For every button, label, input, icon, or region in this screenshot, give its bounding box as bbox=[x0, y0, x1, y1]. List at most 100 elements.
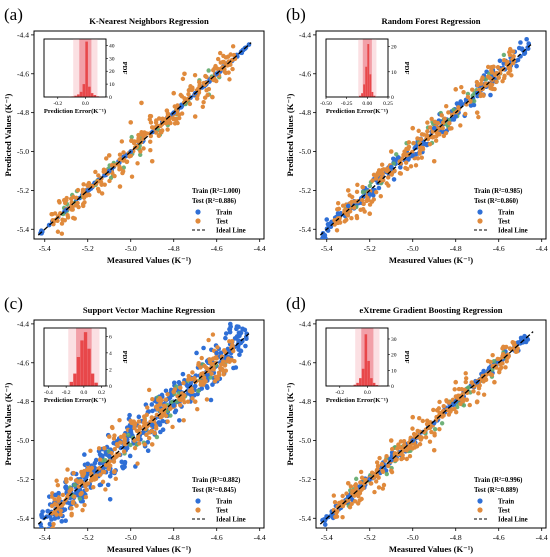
test-point bbox=[407, 453, 413, 459]
test-point bbox=[495, 356, 500, 362]
test-point bbox=[334, 510, 339, 516]
inset-y-tick-label: 4 bbox=[109, 351, 112, 357]
test-point bbox=[96, 189, 102, 194]
train-point bbox=[159, 392, 165, 398]
test-point bbox=[117, 184, 123, 189]
test-point bbox=[490, 352, 495, 358]
test-point bbox=[344, 491, 349, 496]
test-point bbox=[353, 199, 358, 204]
inset-y-label: PDF bbox=[121, 62, 128, 75]
overlap-point bbox=[128, 442, 133, 448]
test-point bbox=[403, 160, 409, 165]
overlap-point bbox=[196, 388, 201, 394]
legend-ideal-label: Ideal Line bbox=[498, 517, 528, 524]
test-point bbox=[349, 199, 355, 205]
test-point bbox=[485, 64, 491, 70]
train-point bbox=[468, 103, 474, 108]
test-point bbox=[181, 418, 186, 423]
test-point bbox=[138, 149, 143, 154]
test-point bbox=[144, 412, 149, 418]
y-tick-label: -5.4 bbox=[299, 514, 311, 523]
test-point bbox=[348, 484, 354, 489]
test-point bbox=[446, 110, 451, 115]
test-point bbox=[216, 372, 222, 378]
test-point bbox=[117, 417, 122, 423]
test-point bbox=[59, 221, 65, 226]
train-point bbox=[59, 519, 65, 524]
test-point bbox=[137, 441, 142, 446]
test-point bbox=[196, 360, 201, 366]
test-point bbox=[335, 201, 341, 206]
test-point bbox=[54, 512, 59, 517]
test-point bbox=[135, 161, 140, 166]
train-point bbox=[145, 448, 151, 453]
test-point bbox=[117, 164, 122, 169]
panel-letter: (c) bbox=[4, 294, 23, 313]
test-point bbox=[334, 228, 340, 233]
test-point bbox=[85, 467, 91, 472]
test-metric: Test (R²=0.860) bbox=[474, 198, 518, 205]
legend-train-marker bbox=[195, 498, 201, 504]
overlap-point bbox=[501, 52, 507, 58]
hist-bar bbox=[87, 348, 91, 386]
test-point bbox=[427, 141, 433, 147]
test-point bbox=[349, 501, 354, 507]
test-point bbox=[99, 191, 105, 196]
test-point bbox=[164, 120, 169, 126]
test-point bbox=[369, 199, 375, 204]
train-point bbox=[53, 492, 58, 498]
test-point bbox=[176, 112, 182, 117]
ideal-line bbox=[319, 42, 534, 236]
y-tick-label: -4.8 bbox=[299, 108, 311, 117]
train-point bbox=[149, 422, 155, 428]
test-point bbox=[416, 128, 421, 134]
y-tick-label: -4.4 bbox=[17, 319, 29, 328]
test-point bbox=[378, 194, 383, 199]
test-point bbox=[465, 94, 471, 100]
test-point bbox=[347, 193, 352, 198]
train-point bbox=[188, 381, 193, 387]
test-point bbox=[414, 444, 420, 449]
test-point bbox=[340, 515, 345, 520]
test-point bbox=[372, 489, 377, 495]
test-point bbox=[351, 205, 357, 210]
overlap-point bbox=[461, 403, 467, 408]
train-point bbox=[481, 368, 486, 374]
test-point bbox=[81, 203, 86, 209]
overlap-point bbox=[439, 421, 445, 426]
test-point bbox=[94, 473, 99, 478]
overlap-point bbox=[465, 91, 471, 97]
test-point bbox=[88, 448, 93, 453]
train-point bbox=[62, 507, 68, 512]
inset-y-label: PDF bbox=[403, 62, 410, 75]
test-point bbox=[144, 131, 149, 136]
test-point bbox=[59, 231, 65, 236]
test-point bbox=[459, 84, 464, 90]
test-point bbox=[340, 203, 346, 208]
test-point bbox=[365, 196, 370, 201]
x-axis-label: Measured Values (K⁻¹) bbox=[107, 544, 191, 554]
overlap-point bbox=[168, 413, 173, 418]
test-point bbox=[406, 140, 412, 145]
test-point bbox=[386, 183, 391, 188]
test-point bbox=[55, 483, 61, 488]
test-point bbox=[389, 446, 395, 452]
test-point bbox=[171, 90, 177, 96]
test-point bbox=[215, 345, 220, 350]
test-point bbox=[380, 469, 386, 474]
test-point bbox=[104, 156, 109, 161]
train-point bbox=[398, 165, 403, 170]
test-point bbox=[333, 514, 338, 520]
chart-title: K-Nearest Neighbors Regression bbox=[89, 16, 209, 26]
test-point bbox=[345, 480, 351, 486]
train-point bbox=[458, 99, 463, 104]
hist-bar bbox=[93, 95, 97, 97]
test-point bbox=[417, 441, 423, 447]
test-point bbox=[80, 507, 85, 513]
x-tick-label: -4.8 bbox=[168, 533, 180, 542]
test-point bbox=[384, 454, 389, 459]
inset-x-tick-label: 0.00 bbox=[362, 101, 372, 107]
y-axis-label: Predicted Values (K⁻¹) bbox=[285, 382, 295, 465]
test-point bbox=[63, 197, 69, 203]
train-point bbox=[105, 482, 111, 488]
